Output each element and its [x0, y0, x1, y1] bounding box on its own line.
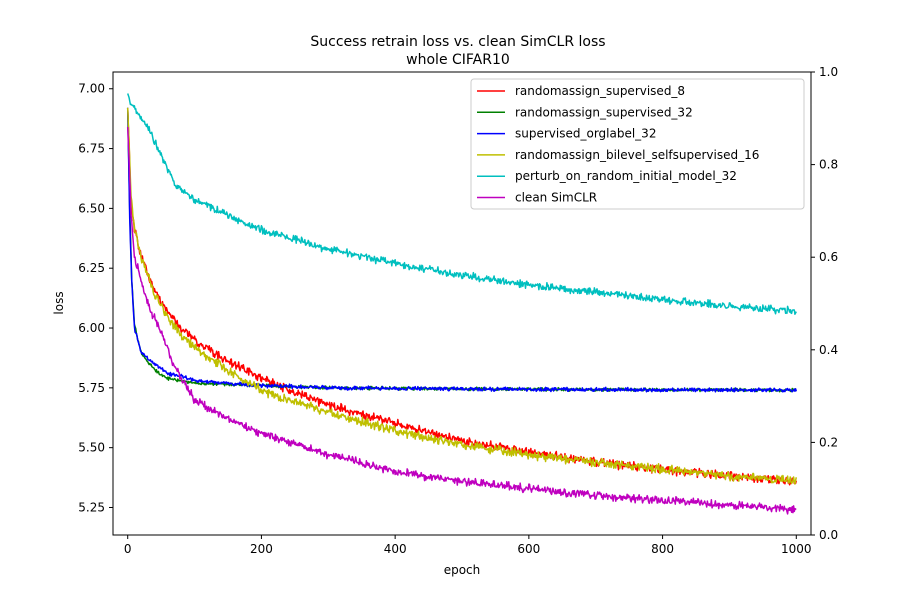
legend-label: supervised_orglabel_32: [515, 127, 656, 141]
plot-frame: [112, 71, 812, 536]
y2-tick-label: 0.4: [819, 343, 838, 357]
chart-subtitle: whole CIFAR10: [406, 52, 510, 68]
y-tick-label: 6.75: [78, 142, 105, 156]
series-line-2: [126, 107, 798, 393]
x-tick-label: 800: [651, 542, 674, 556]
y2-tick-label: 0.8: [819, 158, 838, 172]
y2-tick-label: 1.0: [819, 65, 838, 79]
x-tick-label: 0: [124, 542, 132, 556]
legend-label: randomassign_bilevel_selfsupervised_16: [515, 148, 759, 162]
legend-label: randomassign_supervised_8: [515, 84, 685, 98]
y2-tick-label: 0.6: [819, 250, 838, 264]
y2-tick-label: 0.2: [819, 435, 838, 449]
y-tick-label: 7.00: [78, 82, 105, 96]
legend: randomassign_supervised_8 randomassign_su…: [470, 78, 805, 210]
series-layer: [126, 93, 798, 515]
series-line-4: [127, 93, 797, 315]
series-line-5: [126, 127, 797, 515]
y-axis-title: loss: [52, 291, 66, 314]
series-line-3: [126, 107, 798, 485]
x-axis: 0 200 400 600 800 1000: [124, 535, 812, 556]
legend-label: clean SimCLR: [515, 191, 597, 205]
legend-box: [470, 78, 805, 210]
legend-label: perturb_on_random_initial_model_32: [515, 169, 737, 183]
chart-title: Success retrain loss vs. clean SimCLR lo…: [310, 34, 605, 50]
x-tick-label: 200: [250, 542, 273, 556]
x-axis-title: epoch: [444, 563, 481, 577]
x-tick-label: 400: [384, 542, 407, 556]
y-tick-label: 5.50: [78, 441, 105, 455]
y-tick-label: 6.50: [78, 201, 105, 215]
y-tick-label: 5.75: [78, 381, 105, 395]
y-tick-label: 5.25: [78, 500, 105, 514]
legend-label: randomassign_supervised_32: [515, 105, 693, 119]
x-tick-label: 1000: [781, 542, 812, 556]
y-tick-label: 6.00: [78, 321, 105, 335]
y-axis-left: 5.25 5.50 5.75 6.00 6.25 6.50 6.75 7.00: [78, 82, 113, 514]
x-tick-label: 600: [517, 542, 540, 556]
y2-tick-label: 0.0: [819, 528, 838, 542]
y-tick-label: 6.25: [78, 261, 105, 275]
y-axis-right: 0.0 0.2 0.4 0.6 0.8 1.0: [811, 65, 838, 542]
